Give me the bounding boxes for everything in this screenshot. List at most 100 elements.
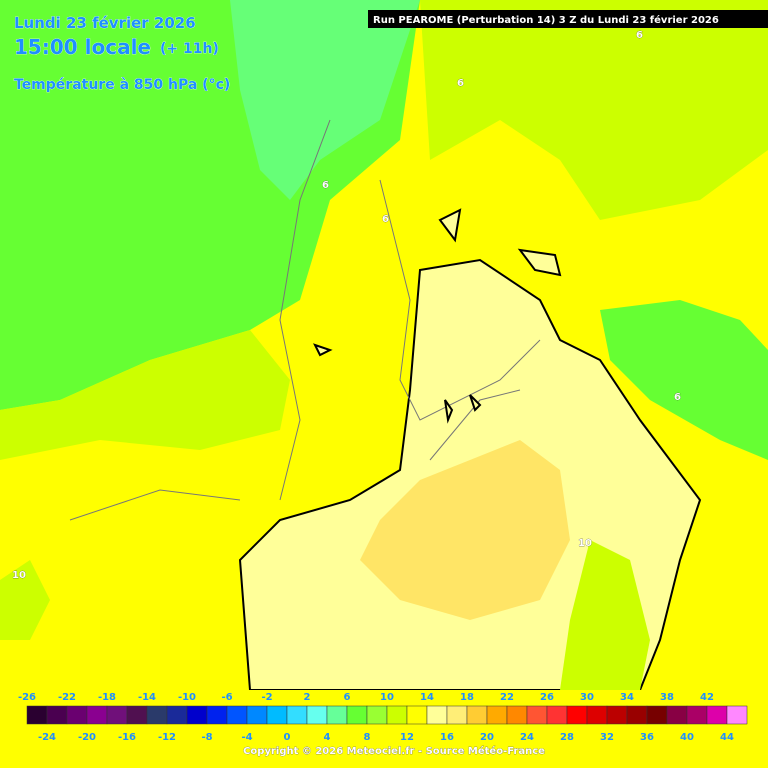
scale-label: -8: [201, 732, 212, 743]
color-swatch: [626, 705, 648, 725]
scale-label: -6: [221, 692, 232, 703]
color-swatch: [266, 705, 288, 725]
borders: [69, 119, 541, 521]
scale-label: -4: [241, 732, 252, 743]
scale-label: 34: [620, 692, 634, 703]
green-area-east: [600, 300, 768, 460]
color-swatch: [486, 705, 508, 725]
color-swatch: [686, 705, 708, 725]
scale-label: 22: [500, 692, 514, 703]
scale-label: 10: [380, 692, 394, 703]
scale-label: 42: [700, 692, 714, 703]
contour-label: 6: [382, 214, 389, 225]
color-swatch: [706, 705, 728, 725]
date: Lundi 23 février 2026: [14, 14, 196, 32]
scale-label: -14: [138, 692, 156, 703]
scale-label: 30: [580, 692, 594, 703]
scale-label: 40: [680, 732, 694, 743]
scale-label: 0: [284, 732, 291, 743]
color-swatch: [406, 705, 428, 725]
scale-label: -20: [78, 732, 96, 743]
scale-label: -26: [18, 692, 36, 703]
contour-label: 6: [636, 30, 643, 41]
color-swatch: [366, 705, 388, 725]
copyright: Copyright © 2026 Meteociel.fr - Source M…: [243, 745, 545, 757]
time: 15:00 locale: [14, 35, 151, 59]
cool-area: [230, 0, 420, 200]
transition-area: [0, 330, 290, 460]
warmest-area: [360, 440, 570, 620]
color-swatch: [506, 705, 528, 725]
scale-label: 36: [640, 732, 654, 743]
color-swatch: [286, 705, 308, 725]
color-scale: -26-24-22-20-18-16-14-12-10-8-6-4-202468…: [18, 692, 748, 743]
color-swatch: [446, 705, 468, 725]
scale-label: -10: [178, 692, 196, 703]
scale-label: -12: [158, 732, 176, 743]
color-swatch: [346, 705, 368, 725]
color-swatch: [106, 705, 128, 725]
color-swatch: [526, 705, 548, 725]
scale-label: 44: [720, 732, 734, 743]
yellow-green-west: [0, 560, 50, 640]
color-swatch: [46, 705, 68, 725]
run-label: Run PEAROME (Perturbation 14) 3 Z du Lun…: [373, 14, 719, 26]
contour-label: 10: [12, 570, 26, 581]
scale-label: 14: [420, 692, 434, 703]
scale-label: 20: [480, 732, 494, 743]
scale-label: 18: [460, 692, 474, 703]
scale-label: 6: [344, 692, 351, 703]
scale-label: 16: [440, 732, 454, 743]
scale-label: 32: [600, 732, 614, 743]
scale-label: -16: [118, 732, 136, 743]
color-swatch: [126, 705, 148, 725]
scale-label: -24: [38, 732, 56, 743]
color-swatch: [186, 705, 208, 725]
color-swatch: [306, 705, 328, 725]
scale-label: 24: [520, 732, 534, 743]
color-swatch: [466, 705, 488, 725]
color-swatch: [646, 705, 668, 725]
scale-label: 12: [400, 732, 414, 743]
color-swatch: [726, 705, 748, 725]
scale-label: -22: [58, 692, 76, 703]
scale-label: -18: [98, 692, 116, 703]
contour-label: 10: [578, 538, 592, 549]
color-swatch: [146, 705, 168, 725]
scale-label: 38: [660, 692, 674, 703]
warm-patches: [313, 208, 562, 424]
scale-label: 26: [540, 692, 554, 703]
map-field: [0, 0, 768, 691]
legend-background: [0, 690, 768, 768]
color-swatch: [206, 705, 228, 725]
scale-label: 8: [364, 732, 371, 743]
scale-label: 4: [324, 732, 331, 743]
contour-labels: 6 6 6 6 6 10 10: [12, 30, 681, 581]
color-swatch: [66, 705, 88, 725]
color-swatch: [26, 705, 48, 725]
color-swatch: [246, 705, 268, 725]
yellow-green-area: [420, 0, 768, 220]
color-swatch: [386, 705, 408, 725]
color-swatch: [166, 705, 188, 725]
color-swatch: [86, 705, 108, 725]
color-swatch: [666, 705, 688, 725]
color-swatch: [546, 705, 568, 725]
color-swatch: [566, 705, 588, 725]
color-swatch: [426, 705, 448, 725]
color-swatch: [326, 705, 348, 725]
color-swatch: [586, 705, 608, 725]
contour-label: 6: [674, 392, 681, 403]
lead-time: (+ 11h): [160, 41, 219, 57]
run-banner: [368, 10, 768, 28]
scale-label: 2: [304, 692, 311, 703]
scale-label: 28: [560, 732, 574, 743]
contour-label: 6: [457, 78, 464, 89]
field-name: Température à 850 hPa (°c): [14, 77, 230, 93]
contour-label: 6: [322, 180, 329, 191]
color-swatch: [606, 705, 628, 725]
yellow-green-south: [560, 540, 650, 690]
scale-label: -2: [261, 692, 272, 703]
color-swatch: [226, 705, 248, 725]
